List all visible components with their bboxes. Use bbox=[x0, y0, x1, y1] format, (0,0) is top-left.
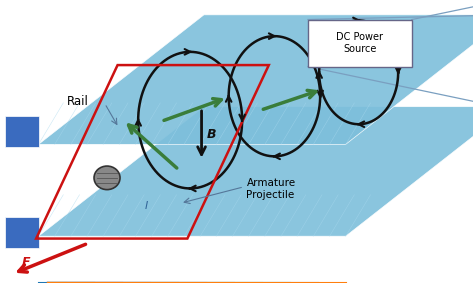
Text: I: I bbox=[145, 201, 148, 211]
Ellipse shape bbox=[94, 166, 120, 190]
Text: F: F bbox=[22, 256, 30, 269]
Bar bbox=[308, 20, 412, 67]
Text: Armature
Projectile: Armature Projectile bbox=[246, 178, 296, 200]
Polygon shape bbox=[5, 217, 38, 248]
Polygon shape bbox=[5, 116, 38, 147]
Polygon shape bbox=[38, 107, 474, 236]
Text: B: B bbox=[206, 128, 216, 141]
Text: Rail: Rail bbox=[67, 95, 89, 108]
Polygon shape bbox=[38, 15, 474, 144]
Text: DC Power
Source: DC Power Source bbox=[337, 32, 383, 54]
